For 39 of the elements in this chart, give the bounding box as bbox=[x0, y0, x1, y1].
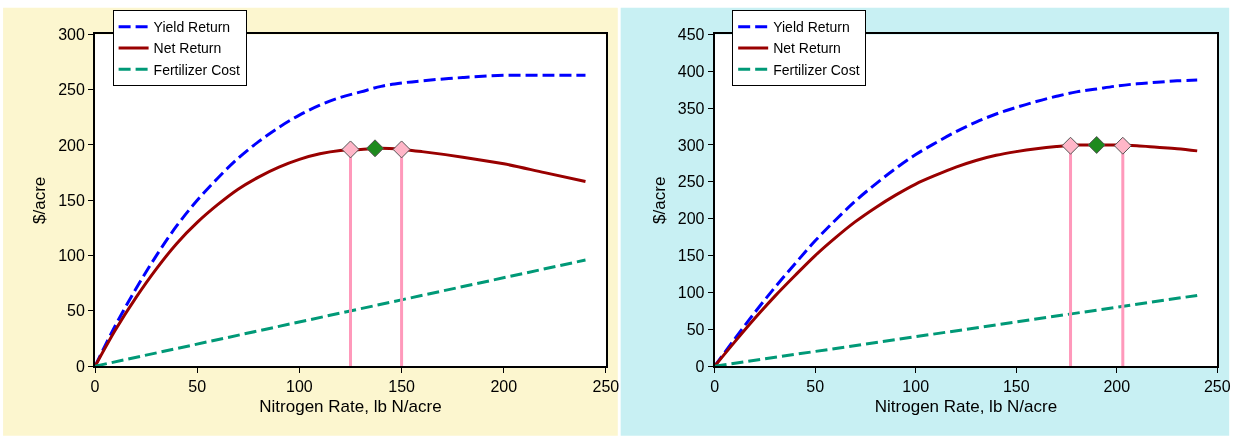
y-tick-label: 450 bbox=[677, 25, 705, 43]
y-tick-label: 150 bbox=[58, 191, 85, 209]
legend-label: Net Return bbox=[153, 40, 222, 57]
y-tick-label: 150 bbox=[677, 247, 705, 265]
y-tick-label: 250 bbox=[677, 173, 705, 191]
y-tick-label: 400 bbox=[677, 62, 705, 80]
y-tick-label: 300 bbox=[58, 25, 85, 43]
x-tick-label: 250 bbox=[592, 378, 620, 396]
y-tick-label: 350 bbox=[677, 99, 705, 117]
x-tick-label: 100 bbox=[286, 378, 313, 396]
y-tick-label: 50 bbox=[686, 320, 705, 338]
legend-label: Net Return bbox=[773, 40, 841, 57]
x-tick-label: 150 bbox=[1002, 378, 1030, 396]
x-axis-title: Nitrogen Rate, lb N/acre bbox=[874, 397, 1058, 417]
x-tick-label: 50 bbox=[188, 378, 207, 396]
y-axis-title: $/acre bbox=[649, 176, 669, 224]
x-tick-label: 250 bbox=[1203, 378, 1231, 396]
x-tick-label: 150 bbox=[388, 378, 416, 396]
legend-label: Yield Return bbox=[773, 19, 850, 36]
y-tick-label: 200 bbox=[58, 136, 85, 154]
legend-label: Yield Return bbox=[153, 19, 231, 36]
y-tick-label: 250 bbox=[58, 81, 85, 99]
x-tick-label: 200 bbox=[1103, 378, 1131, 396]
legend-label: Fertilizer Cost bbox=[773, 61, 860, 78]
y-tick-label: 200 bbox=[677, 210, 705, 228]
x-tick-label: 0 bbox=[90, 378, 100, 396]
x-tick-label: 0 bbox=[710, 378, 720, 396]
y-tick-label: 50 bbox=[67, 302, 85, 320]
y-axis-title: $/acre bbox=[30, 176, 50, 224]
y-tick-label: 0 bbox=[75, 357, 85, 375]
y-tick-label: 300 bbox=[677, 136, 705, 154]
x-axis-title: Nitrogen Rate, lb N/acre bbox=[259, 397, 442, 417]
y-tick-label: 0 bbox=[695, 357, 705, 375]
y-tick-label: 100 bbox=[58, 247, 85, 265]
y-tick-label: 100 bbox=[677, 284, 705, 302]
x-tick-label: 200 bbox=[490, 378, 518, 396]
x-tick-label: 50 bbox=[806, 378, 825, 396]
x-tick-label: 100 bbox=[902, 378, 930, 396]
legend-label: Fertilizer Cost bbox=[153, 61, 241, 78]
